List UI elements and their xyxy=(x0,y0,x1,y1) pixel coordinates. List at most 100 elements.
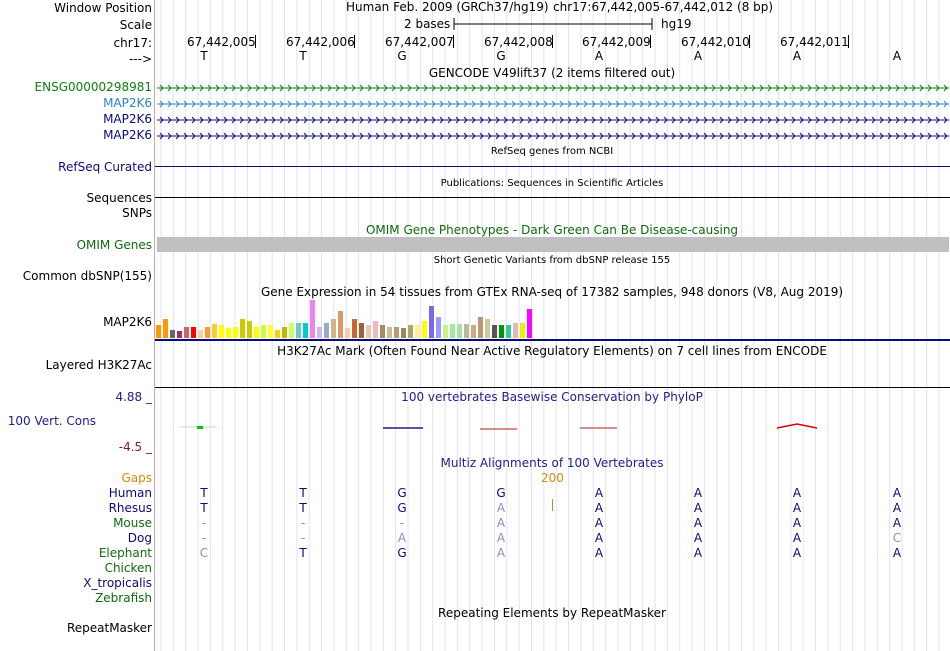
omim-gene-bar[interactable] xyxy=(157,237,949,252)
gtex-tissue-bar[interactable] xyxy=(387,327,392,338)
gtex-tissue-bar[interactable] xyxy=(394,327,399,338)
coordinate-tick-mark xyxy=(650,35,651,48)
gtex-tissue-bar[interactable] xyxy=(296,323,301,338)
gtex-tissue-bar[interactable] xyxy=(359,323,364,338)
gtex-tissue-bar[interactable] xyxy=(380,325,385,338)
gtex-tissue-bar[interactable] xyxy=(506,325,511,338)
gtex-tissue-bar[interactable] xyxy=(471,325,476,338)
aligned-base: - xyxy=(201,531,207,545)
gtex-tissue-bar[interactable] xyxy=(317,327,322,338)
species-label[interactable]: Human xyxy=(108,486,152,500)
gtex-tissue-bar[interactable] xyxy=(268,325,273,338)
gtex-tissue-bar[interactable] xyxy=(303,323,308,338)
gtex-tissue-bar[interactable] xyxy=(464,324,469,338)
gtex-tissue-bar[interactable] xyxy=(205,327,210,338)
gtex-tissue-bar[interactable] xyxy=(352,319,357,338)
gtex-tissue-bar[interactable] xyxy=(499,325,504,338)
gtex-tissue-bar[interactable] xyxy=(156,325,161,338)
gtex-tissue-bar[interactable] xyxy=(310,300,315,338)
gtex-tissue-bar[interactable] xyxy=(373,321,378,338)
gtex-tissue-bar[interactable] xyxy=(450,324,455,338)
aligned-base: - xyxy=(300,531,306,545)
gtex-tissue-bar[interactable] xyxy=(184,327,189,338)
species-label[interactable]: Dog xyxy=(127,531,152,545)
gtex-tissue-bar[interactable] xyxy=(520,323,525,338)
gtex-tissue-bar[interactable] xyxy=(513,323,518,338)
gtex-tissue-bar[interactable] xyxy=(240,319,245,338)
gtex-tissue-bar[interactable] xyxy=(331,319,336,338)
gencode-track-label[interactable]: MAP2K6 xyxy=(103,112,152,126)
gtex-tissue-bar[interactable] xyxy=(408,325,413,338)
gtex-tissue-bar[interactable] xyxy=(345,328,350,338)
gaps-label[interactable]: Gaps xyxy=(121,471,152,485)
gaps-value: 200 xyxy=(541,471,564,485)
dbsnp-label[interactable]: Common dbSNP(155) xyxy=(22,269,152,283)
omim-label[interactable]: OMIM Genes xyxy=(76,238,152,252)
coordinate-tick-mark xyxy=(848,35,849,48)
species-label[interactable]: Rhesus xyxy=(108,501,152,515)
gencode-track-label[interactable]: MAP2K6 xyxy=(103,128,152,142)
gtex-tissue-bar[interactable] xyxy=(457,324,462,338)
species-label[interactable]: Zebrafish xyxy=(95,591,152,605)
reference-base: G xyxy=(397,49,407,63)
gtex-tissue-bar[interactable] xyxy=(527,309,532,338)
gtex-tissue-bar[interactable] xyxy=(163,319,168,338)
gtex-tissue-bar[interactable] xyxy=(212,324,217,338)
gtex-tissue-bar[interactable] xyxy=(289,323,294,338)
aligned-base: A xyxy=(792,501,802,515)
gtex-tissue-bar[interactable] xyxy=(492,325,497,338)
gencode-track-label[interactable]: ENSG00000298981 xyxy=(34,80,152,94)
gtex-tissue-bar[interactable] xyxy=(478,317,483,338)
gtex-tissue-bar[interactable] xyxy=(401,328,406,338)
gtex-tissue-bar[interactable] xyxy=(443,325,448,338)
species-label[interactable]: X_tropicalis xyxy=(83,576,152,590)
aligned-base: - xyxy=(399,516,405,530)
gtex-tissue-bar[interactable] xyxy=(485,319,490,338)
gtex-tissue-bar[interactable] xyxy=(198,330,203,338)
gtex-tissue-bar[interactable] xyxy=(219,325,224,338)
gtex-tissue-bar[interactable] xyxy=(233,327,238,338)
gtex-tissue-bar[interactable] xyxy=(429,306,434,338)
gtex-tissue-bar[interactable] xyxy=(436,317,441,338)
snps-label[interactable]: SNPs xyxy=(122,206,152,220)
repeatmasker-label[interactable]: RepeatMasker xyxy=(66,621,152,635)
phylop-label[interactable]: 100 Vert. Cons xyxy=(7,414,96,428)
gtex-tissue-bar[interactable] xyxy=(191,327,196,338)
refseq-label[interactable]: RefSeq Curated xyxy=(58,160,152,174)
gtex-tissue-bar[interactable] xyxy=(170,330,175,338)
gencode-transcript[interactable] xyxy=(157,131,949,141)
gencode-transcript[interactable] xyxy=(157,115,949,125)
gtex-tissue-bar[interactable] xyxy=(422,321,427,338)
gencode-transcript[interactable] xyxy=(157,99,949,109)
repeatmasker-title: Repeating Elements by RepeatMasker xyxy=(438,606,666,620)
gtex-tissue-bar[interactable] xyxy=(177,331,182,338)
gtex-bar-chart[interactable] xyxy=(156,300,556,338)
aligned-base: A xyxy=(693,516,703,530)
refseq-line xyxy=(155,166,950,167)
gtex-tissue-bar[interactable] xyxy=(247,321,252,338)
aligned-base: A xyxy=(496,516,506,530)
gtex-tissue-bar[interactable] xyxy=(282,327,287,338)
gtex-tissue-bar[interactable] xyxy=(366,325,371,338)
gencode-transcript[interactable] xyxy=(157,83,949,93)
gtex-tissue-bar[interactable] xyxy=(254,327,259,338)
gtex-tissue-bar[interactable] xyxy=(415,325,420,338)
gtex-label[interactable]: MAP2K6 xyxy=(103,315,152,329)
aligned-base: A xyxy=(693,546,703,560)
gtex-tissue-bar[interactable] xyxy=(338,311,343,338)
h3k27ac-line xyxy=(155,387,950,388)
coordinate-tick-mark xyxy=(255,35,256,48)
species-label[interactable]: Elephant xyxy=(98,546,152,560)
publications-label[interactable]: Sequences xyxy=(86,191,152,205)
gencode-track-label[interactable]: MAP2K6 xyxy=(103,96,152,110)
species-label[interactable]: Chicken xyxy=(104,561,152,575)
gtex-tissue-bar[interactable] xyxy=(226,328,231,338)
gtex-tissue-bar[interactable] xyxy=(275,330,280,338)
h3k27ac-label[interactable]: Layered H3K27Ac xyxy=(45,358,152,372)
phylop-signal[interactable] xyxy=(155,415,950,440)
aligned-base: A xyxy=(594,531,604,545)
gtex-tissue-bar[interactable] xyxy=(261,325,266,338)
species-label[interactable]: Mouse xyxy=(113,516,152,530)
gtex-tissue-bar[interactable] xyxy=(324,323,329,338)
